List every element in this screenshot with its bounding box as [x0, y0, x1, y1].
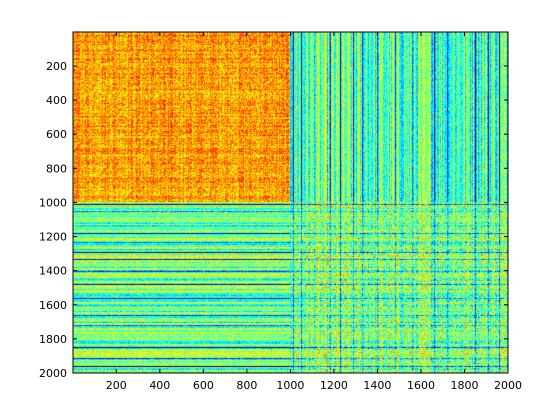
- y-tick-label: 1000: [39, 196, 67, 209]
- x-axis: 200 400 600 800 1000 1200 1400 1600 1800 2000: [106, 32, 522, 392]
- y-tick-label: 800: [46, 162, 67, 175]
- y-axis: 200 400 600 800 1000 1200 1400 1600 1800 2000: [39, 60, 508, 380]
- x-tick-label: 1600: [407, 379, 435, 392]
- heatmap-cells: [73, 32, 508, 373]
- x-tick-label: 1200: [320, 379, 348, 392]
- y-tick-label: 400: [46, 94, 67, 107]
- y-tick-label: 1600: [39, 299, 67, 312]
- x-tick-label: 1800: [450, 379, 478, 392]
- y-tick-label: 200: [46, 60, 67, 73]
- x-tick-label: 2000: [494, 379, 522, 392]
- y-tick-label: 2000: [39, 367, 67, 380]
- x-tick-label: 1400: [363, 379, 391, 392]
- x-tick-label: 1000: [276, 379, 304, 392]
- x-tick-label: 400: [149, 379, 170, 392]
- x-tick-label: 200: [106, 379, 127, 392]
- y-tick-label: 1400: [39, 265, 67, 278]
- x-tick-label: 600: [193, 379, 214, 392]
- y-tick-label: 600: [46, 128, 67, 141]
- heatmap-image: [73, 32, 508, 373]
- x-tick-label: 800: [236, 379, 257, 392]
- y-tick-label: 1200: [39, 231, 67, 244]
- y-tick-label: 1800: [39, 333, 67, 346]
